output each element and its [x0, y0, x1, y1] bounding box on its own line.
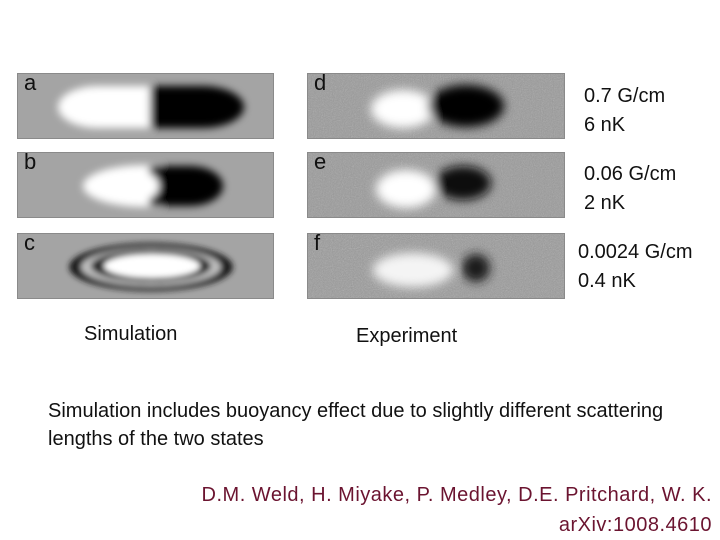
condition-f: 0.0024 G/cm 0.4 nK [578, 238, 693, 296]
simulation-image-a [58, 86, 244, 128]
simulation-panel-c: c [17, 233, 274, 299]
panel-label-b: b [24, 152, 37, 174]
experiment-panel-d: d [307, 73, 565, 139]
condition-d: 0.7 G/cm 6 nK [584, 82, 665, 140]
simulation-caption: Simulation [84, 323, 178, 345]
gradient-label-e: 0.06 G/cm [584, 163, 677, 185]
experiment-panel-e: e [307, 152, 565, 218]
gradient-label-f: 0.0024 G/cm [578, 241, 693, 263]
panel-label-c: c [24, 233, 35, 255]
simulation-image-c [69, 243, 233, 291]
credit-authors: D.M. Weld, H. Miyake, P. Medley, D.E. Pr… [201, 484, 712, 506]
credit-reference: arXiv:1008.4610 [558, 514, 712, 536]
panel-label-d: d [314, 73, 327, 95]
credit-block: D.M. Weld, H. Miyake, P. Medley, D.E. Pr… [202, 480, 712, 540]
panel-label-f: f [314, 233, 321, 255]
experiment-image-d [308, 74, 564, 138]
temperature-label-d: 6 nK [584, 114, 626, 136]
gradient-label-d: 0.7 G/cm [584, 85, 666, 107]
experiment-image-f [308, 234, 564, 298]
simulation-image-b [83, 165, 223, 207]
experiment-image-e [308, 153, 564, 217]
experiment-caption: Experiment [356, 325, 458, 347]
temperature-label-f: 0.4 nK [578, 270, 636, 292]
simulation-note: Simulation includes buoyancy effect due … [48, 400, 664, 450]
temperature-label-e: 2 nK [584, 192, 626, 214]
experiment-panel-f: f [307, 233, 565, 299]
panel-label-e: e [314, 152, 327, 174]
simulation-panel-a: a [17, 73, 274, 139]
simulation-panel-b: b [17, 152, 274, 218]
panel-label-a: a [24, 73, 37, 95]
condition-e: 0.06 G/cm 2 nK [584, 160, 676, 218]
